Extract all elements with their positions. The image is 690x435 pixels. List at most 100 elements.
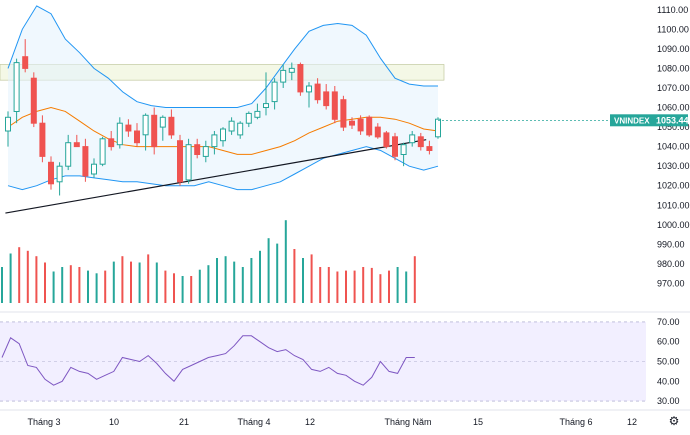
price-tick-label: 1020.00 xyxy=(657,181,690,191)
candle-body xyxy=(142,114,149,136)
candle-body xyxy=(349,120,355,126)
volume-bar xyxy=(35,256,38,303)
volume-bar xyxy=(241,267,244,303)
candle-body xyxy=(185,144,192,181)
volume-bar xyxy=(379,274,382,303)
candle-body xyxy=(357,118,364,132)
volume-bar xyxy=(370,267,373,303)
price-tick-label: 1090.00 xyxy=(657,44,690,54)
candle-body xyxy=(65,142,72,167)
rsi-tick-label: 60.00 xyxy=(657,337,680,347)
price-tick-label: 990.00 xyxy=(657,239,685,249)
candle-body xyxy=(245,112,252,124)
volume-bar xyxy=(345,270,347,303)
rsi-tick-label: 30.00 xyxy=(657,396,680,406)
candle-body xyxy=(82,146,89,177)
volume-bar xyxy=(130,261,132,303)
candle-body xyxy=(211,134,218,148)
candle-body xyxy=(417,136,424,148)
candle-body xyxy=(435,118,441,138)
candle-body xyxy=(392,136,398,157)
price-tick-label: 1000.00 xyxy=(657,220,690,230)
price-tick-label: 1110.00 xyxy=(657,5,688,15)
settings-icon[interactable]: ⚙ xyxy=(669,414,680,428)
price-label-box xyxy=(610,114,688,127)
volume-bar xyxy=(259,250,261,303)
volume-bar xyxy=(18,247,21,303)
volume-bar xyxy=(147,254,150,303)
volume-bar xyxy=(284,220,287,303)
candle-body xyxy=(228,120,235,132)
volume-bar xyxy=(155,262,158,303)
candle-body xyxy=(99,138,106,165)
price-tick-label: 1030.00 xyxy=(657,161,690,171)
time-tick-label: 15 xyxy=(473,417,483,427)
time-tick-label: Tháng 6 xyxy=(559,417,592,427)
volume-bar xyxy=(1,267,3,303)
volume-bar xyxy=(87,270,89,303)
symbol-label: VNINDEX xyxy=(614,116,650,125)
candle-body xyxy=(331,91,338,120)
volume-bar xyxy=(52,271,55,303)
volume-bar xyxy=(95,273,98,303)
candle-body xyxy=(383,132,390,148)
volume-bar xyxy=(173,273,175,303)
volume-bar xyxy=(207,265,210,303)
candle-body xyxy=(116,122,123,146)
candle-body xyxy=(56,165,63,183)
volume-bar xyxy=(78,267,81,303)
candle-body xyxy=(306,85,312,93)
volume-bar xyxy=(138,262,141,303)
candle-body xyxy=(13,62,20,112)
rsi-band xyxy=(0,321,646,402)
candle-body xyxy=(39,122,46,157)
volume-bar xyxy=(388,270,390,303)
candle-body xyxy=(271,81,278,103)
price-tick-label: 1060.00 xyxy=(657,103,690,113)
candle-body xyxy=(151,114,158,148)
volume-bar xyxy=(319,267,322,303)
volume-bar xyxy=(276,243,279,303)
candle-body xyxy=(91,163,97,175)
candle-body xyxy=(263,103,269,108)
candle-body xyxy=(202,146,209,157)
bollinger-upper xyxy=(7,5,438,108)
candle-body xyxy=(125,124,132,132)
candle-body xyxy=(237,122,244,136)
volume-bar xyxy=(190,276,193,303)
candle-body xyxy=(340,99,347,128)
time-tick-label: 10 xyxy=(109,417,119,427)
candle-body xyxy=(30,77,37,124)
time-tick-label: 21 xyxy=(179,417,189,427)
candle-body xyxy=(220,128,226,142)
candle-body xyxy=(5,116,11,132)
candle-body xyxy=(297,64,304,93)
volume-bar xyxy=(327,267,330,303)
bollinger-lower xyxy=(7,146,439,191)
last-price-label: 1053.44 xyxy=(656,115,689,125)
time-tick-label: Tháng 4 xyxy=(237,417,270,427)
volume-bar xyxy=(61,267,64,303)
volume-bar xyxy=(44,262,46,303)
volume-bar xyxy=(121,256,124,303)
candle-body xyxy=(159,116,166,128)
candle-body xyxy=(374,126,381,138)
candle-body xyxy=(108,138,115,148)
price-tick-label: 1080.00 xyxy=(657,63,690,73)
price-tick-label: 970.00 xyxy=(657,279,685,289)
candle-body xyxy=(48,161,54,185)
volume-bar xyxy=(112,261,115,303)
price-tick-label: 1040.00 xyxy=(657,142,690,152)
time-tick-label: Tháng Năm xyxy=(384,417,431,427)
volume-bar xyxy=(104,270,107,303)
time-tick-label: 12 xyxy=(627,417,637,427)
volume-bar xyxy=(69,265,72,303)
volume-bar xyxy=(396,267,399,303)
volume-bar xyxy=(164,270,167,303)
volume-bar xyxy=(413,256,416,303)
candle-body xyxy=(288,67,295,73)
volume-bar xyxy=(405,271,408,303)
price-tick-label: 980.00 xyxy=(657,259,685,269)
trendline xyxy=(5,139,427,214)
